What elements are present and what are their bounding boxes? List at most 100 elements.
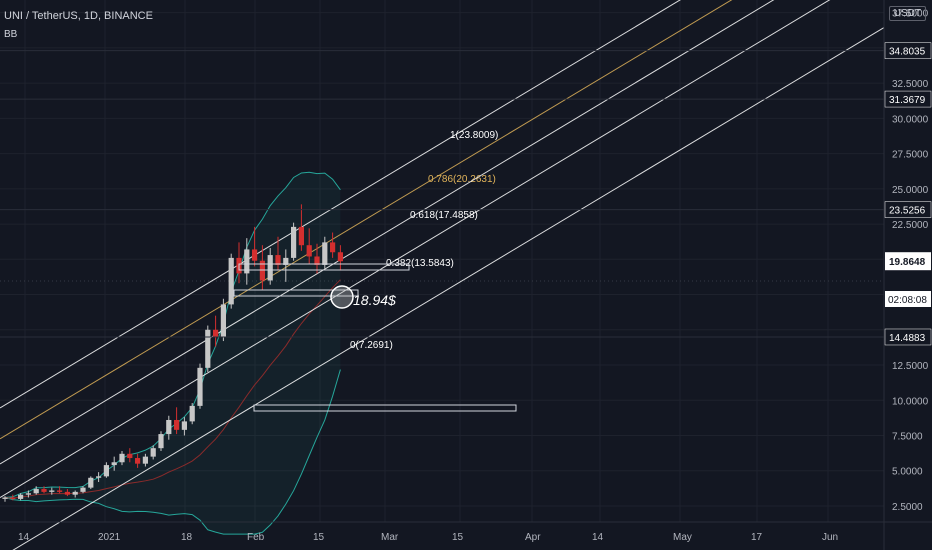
countdown-label: 02:08:08: [888, 295, 927, 306]
price-tick: 32.5000: [892, 79, 929, 90]
price-tick: 7.5000: [892, 431, 923, 442]
candle-body: [127, 453, 133, 459]
annotations[interactable]: 18.94$: [233, 263, 517, 412]
candle-body: [64, 491, 70, 495]
current-price-tag: [885, 252, 931, 271]
candle-body: [96, 476, 102, 478]
fib-channel[interactable]: 1(23.8009) 0.786(20.2631) 0.618(17.4858) 0.…: [0, 0, 885, 550]
candle-body: [291, 226, 297, 258]
candle-body: [150, 448, 156, 457]
marker-circle: [330, 285, 354, 309]
price-tick: 37.5000: [892, 9, 929, 20]
candle-body: [174, 419, 180, 430]
fib-label: 0.618(17.4858): [410, 210, 478, 221]
fib-line: [0, 0, 775, 465]
level-tag: [884, 201, 932, 218]
candle-body: [322, 242, 328, 265]
price-tick: 27.5000: [892, 150, 929, 161]
candle-body: [25, 493, 31, 495]
candle-body: [213, 329, 219, 337]
candle-body: [189, 405, 195, 422]
level-tag: [884, 328, 932, 346]
price-tick: 25.0000: [892, 185, 929, 196]
candle-body: [314, 256, 320, 265]
candle-body: [252, 249, 258, 261]
candle-body: [330, 242, 336, 253]
symbol-title[interactable]: UNI / TetherUS, 1D, BINANCE: [4, 10, 153, 22]
fib-line: [0, 0, 733, 440]
candle-body: [298, 226, 304, 246]
current-price-label: 19.8648: [889, 257, 926, 268]
fib-label: 0.786(20.2631): [428, 174, 496, 185]
candle-body: [244, 249, 250, 274]
candle-body: [57, 490, 63, 492]
candle-body: [158, 434, 164, 449]
candle-body: [220, 304, 226, 337]
level-tag: [884, 90, 932, 108]
date-tick: 14: [18, 532, 30, 543]
currency-label[interactable]: USDT: [888, 6, 926, 21]
price-tick: 30.0000: [892, 114, 929, 125]
candle-body: [135, 458, 141, 464]
level-tag: [884, 42, 932, 59]
candle-body: [2, 497, 8, 499]
date-tick: 15: [313, 532, 325, 543]
date-tick: 15: [452, 532, 464, 543]
candle-body: [228, 257, 234, 305]
time-axis: 14 2021 18 Feb 15 Mar 15 Apr 14 May 17 Jun: [0, 521, 932, 543]
band-upper: [4, 171, 341, 499]
target-rectangle: [253, 404, 517, 412]
bollinger-bands: [4, 171, 341, 535]
fib-line: [0, 0, 831, 499]
fib-label: 0(7.2691): [350, 340, 393, 351]
fib-label: 1(23.8009): [450, 130, 498, 141]
candle-body: [205, 329, 211, 368]
indicator-label[interactable]: BB: [4, 29, 18, 40]
candle-body: [72, 491, 78, 495]
date-tick: Feb: [247, 532, 265, 543]
candle-body: [10, 497, 16, 499]
candle-body: [103, 465, 109, 477]
candle-body: [80, 487, 86, 492]
candle-body: [166, 419, 172, 435]
candle-body: [337, 252, 343, 262]
candle-body: [119, 453, 125, 463]
candle-body: [18, 494, 24, 499]
candle-body: [275, 255, 281, 265]
candle-body: [49, 490, 55, 492]
level-label: 31.3679: [889, 95, 926, 106]
candle-body: [197, 367, 203, 406]
band-basis: [4, 279, 341, 499]
resistance-rectangle: [238, 263, 410, 271]
candle-body: [306, 245, 312, 257]
price-tick: 5.0000: [892, 467, 923, 478]
fib-line: [0, 0, 681, 409]
candle-body: [111, 462, 117, 466]
candle-body: [267, 255, 273, 281]
price-tick: 10.0000: [892, 396, 929, 407]
candle-body: [259, 260, 265, 281]
date-tick: Jun: [822, 532, 838, 543]
level-label: 34.8035: [889, 47, 926, 58]
candle-body: [33, 489, 39, 494]
price-annotation: 18.94$: [353, 292, 396, 308]
fib-line: [12, 27, 885, 550]
grid: [0, 0, 884, 522]
price-tick: 22.5000: [892, 220, 929, 231]
date-tick: 14: [592, 532, 604, 543]
level-label: 14.4883: [889, 333, 926, 344]
date-tick: Mar: [381, 532, 399, 543]
level-label: 23.5256: [889, 206, 926, 217]
candles: [2, 204, 343, 502]
price-tick: 12.5000: [892, 361, 929, 372]
band-lower: [4, 369, 341, 535]
fib-label: 0.382(13.5843): [386, 258, 454, 269]
support-rectangle: [233, 289, 359, 297]
date-tick: May: [673, 532, 692, 543]
date-tick: 18: [181, 532, 193, 543]
date-tick: 17: [751, 532, 763, 543]
candle-body: [181, 421, 187, 430]
price-tick: 2.5000: [892, 502, 923, 513]
